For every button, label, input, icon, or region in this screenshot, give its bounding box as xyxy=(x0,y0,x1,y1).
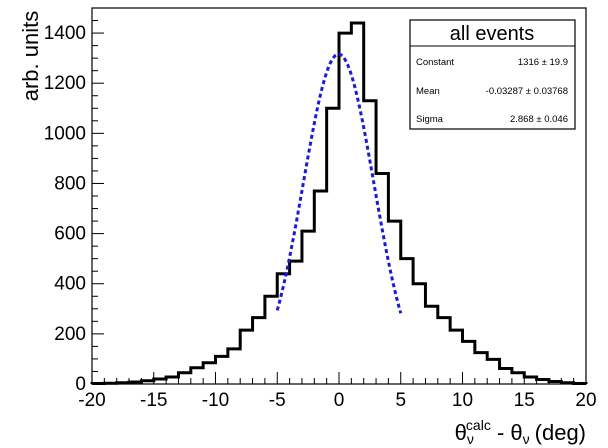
x-axis-title-unit: (deg) xyxy=(535,420,586,445)
y-tick-label: 400 xyxy=(54,274,86,295)
x-axis-title-theta1: θ xyxy=(455,420,467,445)
stat-mean-value: -0.03287 ± 0.03768 xyxy=(486,86,568,97)
x-tick-label: -15 xyxy=(140,390,167,411)
x-tick-label: 20 xyxy=(575,390,596,411)
stat-sigma-label: Sigma xyxy=(416,114,444,125)
stat-constant-label: Constant xyxy=(416,57,454,68)
plot-frame xyxy=(91,7,587,385)
x-tick-label: -5 xyxy=(269,390,286,411)
x-tick-label: 15 xyxy=(514,390,535,411)
x-axis-title-minus: - xyxy=(491,420,511,445)
gaussian-fit-curve xyxy=(275,52,403,314)
x-tick-label: 10 xyxy=(452,390,473,411)
stats-box-frame xyxy=(409,19,576,130)
y-tick-label: 1200 xyxy=(44,73,86,94)
x-axis-title-sub1: ν xyxy=(467,431,474,447)
stat-sigma-value: 2.868 ± 0.046 xyxy=(510,114,568,125)
x-axis-title: θνcalc - θν (deg) xyxy=(455,417,586,447)
histogram-outline xyxy=(90,21,588,385)
x-tick-label: -20 xyxy=(78,390,105,411)
y-tick-label: 800 xyxy=(54,173,86,194)
y-tick-label: 200 xyxy=(54,324,86,345)
x-tick-label: -10 xyxy=(202,390,229,411)
y-axis-title: arb. units xyxy=(18,11,43,102)
y-tick-label: 0 xyxy=(75,374,86,395)
stat-constant-value: 1316 ± 19.9 xyxy=(518,57,568,68)
y-tick-label: 1400 xyxy=(44,23,86,44)
x-axis-title-theta2: θ xyxy=(510,420,522,445)
ticks-layer: -20 -15 -10 -5 0 5 10 15 20020040060080010001200… xyxy=(44,7,597,411)
x-axis-title-sup: calc xyxy=(466,417,491,433)
stats-box: all events Constant 1316 ± 19.9 Mean -0.… xyxy=(409,19,576,130)
y-tick-label: 1000 xyxy=(44,123,86,144)
stats-box-title: all events xyxy=(450,23,535,45)
x-tick-label: 5 xyxy=(395,390,406,411)
x-tick-label: 0 xyxy=(334,390,345,411)
y-tick-label: 600 xyxy=(54,224,86,245)
x-axis-title-sub2: ν xyxy=(523,431,530,447)
stat-mean-label: Mean xyxy=(416,86,440,97)
